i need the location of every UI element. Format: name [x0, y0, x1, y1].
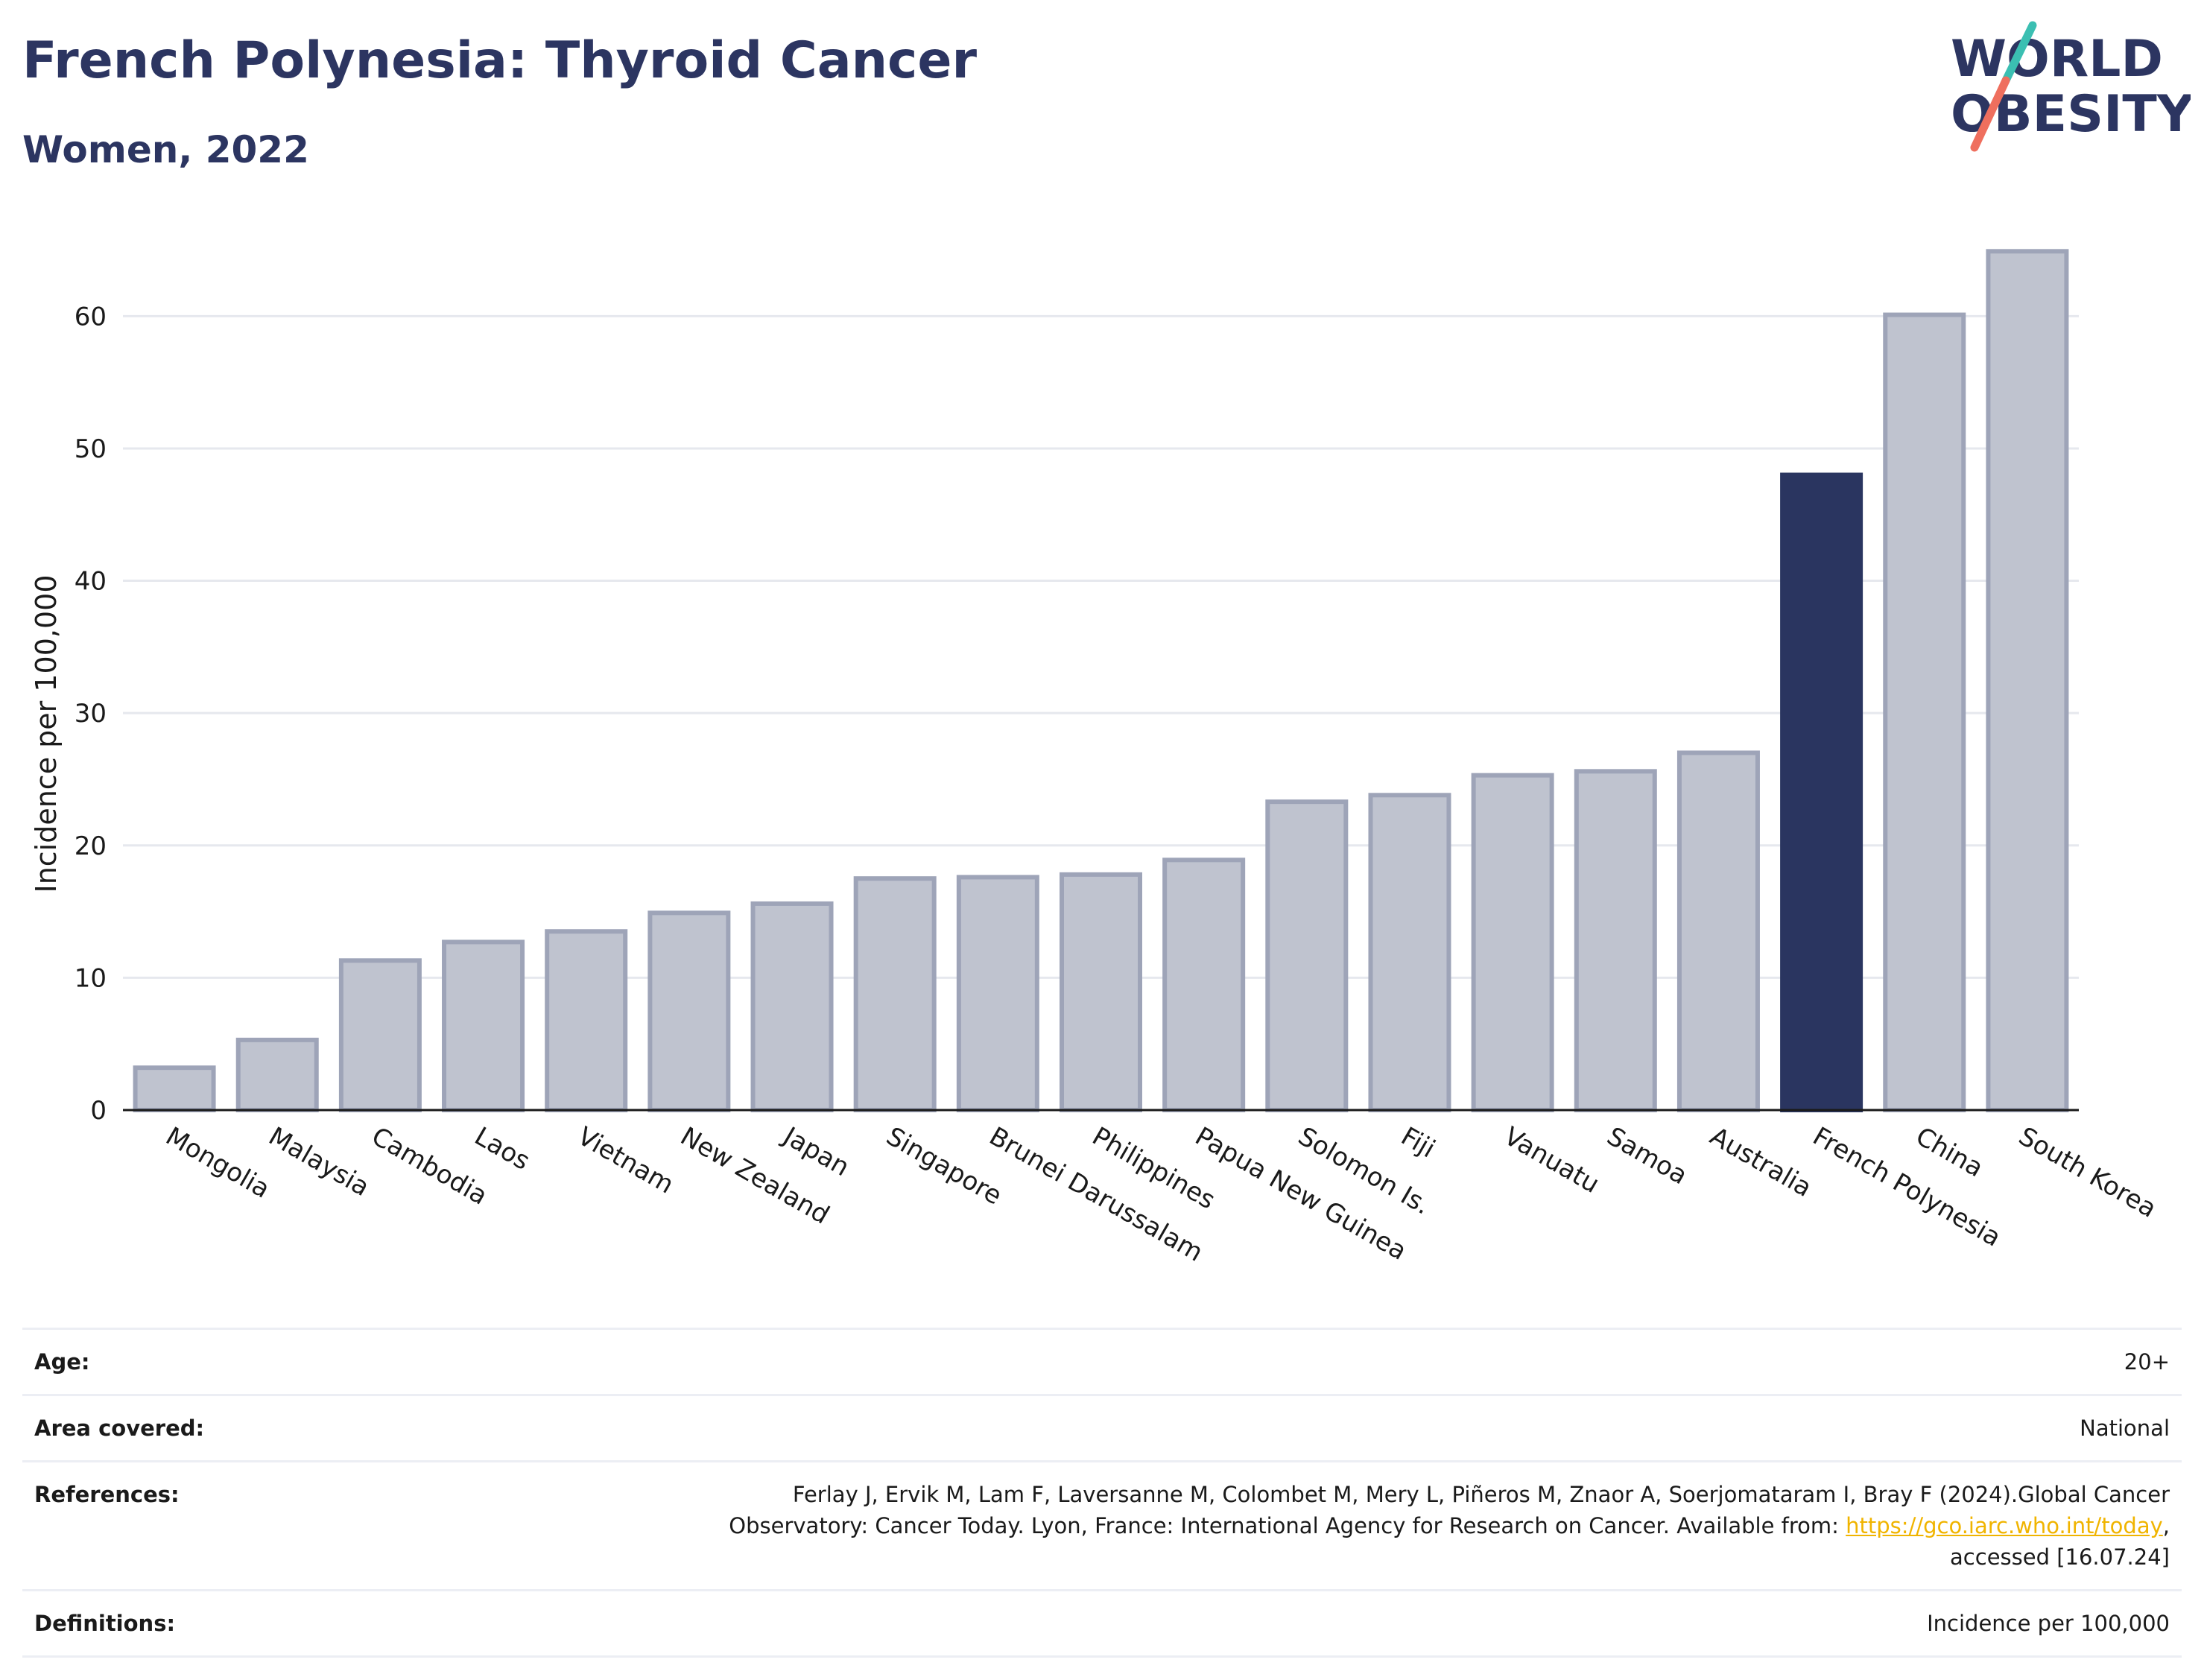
bar [1471, 773, 1554, 1113]
x-tick-label: Laos [469, 1121, 535, 1176]
references-text-3: , [2162, 1513, 2170, 1538]
y-tick-label: 50 [75, 434, 107, 464]
x-tick-label: China [1910, 1121, 1988, 1183]
bar [1265, 799, 1349, 1112]
logo-line-1: WORLD [1951, 30, 2163, 89]
y-tick-label: 30 [75, 699, 107, 729]
references-text-1: Ferlay J, Ervik M, Lam F, Laversanne M, … [792, 1482, 2170, 1507]
x-tick-label: Samoa [1602, 1121, 1692, 1191]
bar [442, 939, 525, 1113]
x-tick-label: Japan [777, 1120, 855, 1182]
y-tick-label: 10 [75, 963, 107, 993]
y-tick-label: 0 [90, 1096, 107, 1126]
bar [956, 875, 1039, 1112]
x-tick-label: Mongolia [161, 1121, 275, 1205]
world-obesity-logo: WORLD OBESITY [1951, 21, 2191, 152]
x-tick-label: Vietnam [572, 1121, 679, 1200]
x-tick-label: Malaysia [264, 1121, 375, 1202]
info-row-area: Area covered: National [22, 1394, 2182, 1462]
definitions-label: Definitions: [22, 1589, 359, 1658]
bar [545, 929, 628, 1112]
x-tick-label: Australia [1705, 1121, 1817, 1203]
y-axis-title: Incidence per 100,000 [30, 574, 63, 893]
x-tick-label: French Polynesia [1808, 1121, 2006, 1253]
definitions-value: Incidence per 100,000 [359, 1589, 2182, 1658]
bar [235, 1037, 319, 1113]
area-label: Area covered: [22, 1394, 359, 1462]
x-tick-label: Fiji [1396, 1121, 1440, 1164]
chart-subtitle: Women, 2022 [22, 128, 309, 171]
chart-title: French Polynesia: Thyroid Cancer [22, 31, 978, 90]
info-table: Age: 20+ Area covered: National Referenc… [22, 1328, 2182, 1658]
bar [853, 876, 937, 1112]
y-tick-label: 40 [75, 567, 107, 597]
bar [338, 958, 422, 1112]
x-tick-label: Vanuatu [1499, 1121, 1604, 1199]
bars [133, 249, 2069, 1113]
x-tick-label: South Korea [2013, 1121, 2161, 1224]
age-value: 20+ [359, 1328, 2182, 1396]
bar [1368, 793, 1451, 1112]
bar [750, 901, 834, 1113]
references-value: Ferlay J, Ervik M, Lam F, Laversanne M, … [359, 1460, 2182, 1591]
bar [1676, 750, 1760, 1112]
bar [647, 910, 731, 1112]
logo-slash-teal [2001, 21, 2037, 85]
logo-slash-coral [1970, 76, 2010, 152]
y-tick-label: 20 [75, 831, 107, 861]
bar [133, 1065, 216, 1113]
x-tick-label: Cambodia [367, 1121, 493, 1211]
area-value: National [359, 1394, 2182, 1462]
y-tick-label: 60 [75, 302, 107, 332]
bar [1162, 858, 1246, 1113]
bar [1986, 249, 2069, 1113]
info-row-references: References: Ferlay J, Ervik M, Lam F, La… [22, 1460, 2182, 1591]
info-row-age: Age: 20+ [22, 1328, 2182, 1396]
y-tick-labels: 0 10 20 30 40 50 60 [75, 302, 107, 1126]
info-row-definitions: Definitions: Incidence per 100,000 [22, 1589, 2182, 1658]
bar-chart: 0 10 20 30 40 50 60 MongoliaMalaysiaCambodiaLa… [30, 249, 2162, 1268]
x-tick-label: Singapore [881, 1121, 1007, 1211]
bar [1060, 872, 1142, 1112]
bar [1883, 312, 1966, 1112]
bar [1574, 769, 1657, 1113]
age-label: Age: [22, 1328, 359, 1396]
bar [1780, 472, 1863, 1112]
references-label: References: [22, 1460, 359, 1591]
references-link[interactable]: https://gco.iarc.who.int/today [1846, 1513, 2163, 1538]
references-text-4: accessed [16.07.24] [1950, 1544, 2170, 1570]
references-text-2: Observatory: Cancer Today. Lyon, France:… [729, 1513, 1846, 1538]
